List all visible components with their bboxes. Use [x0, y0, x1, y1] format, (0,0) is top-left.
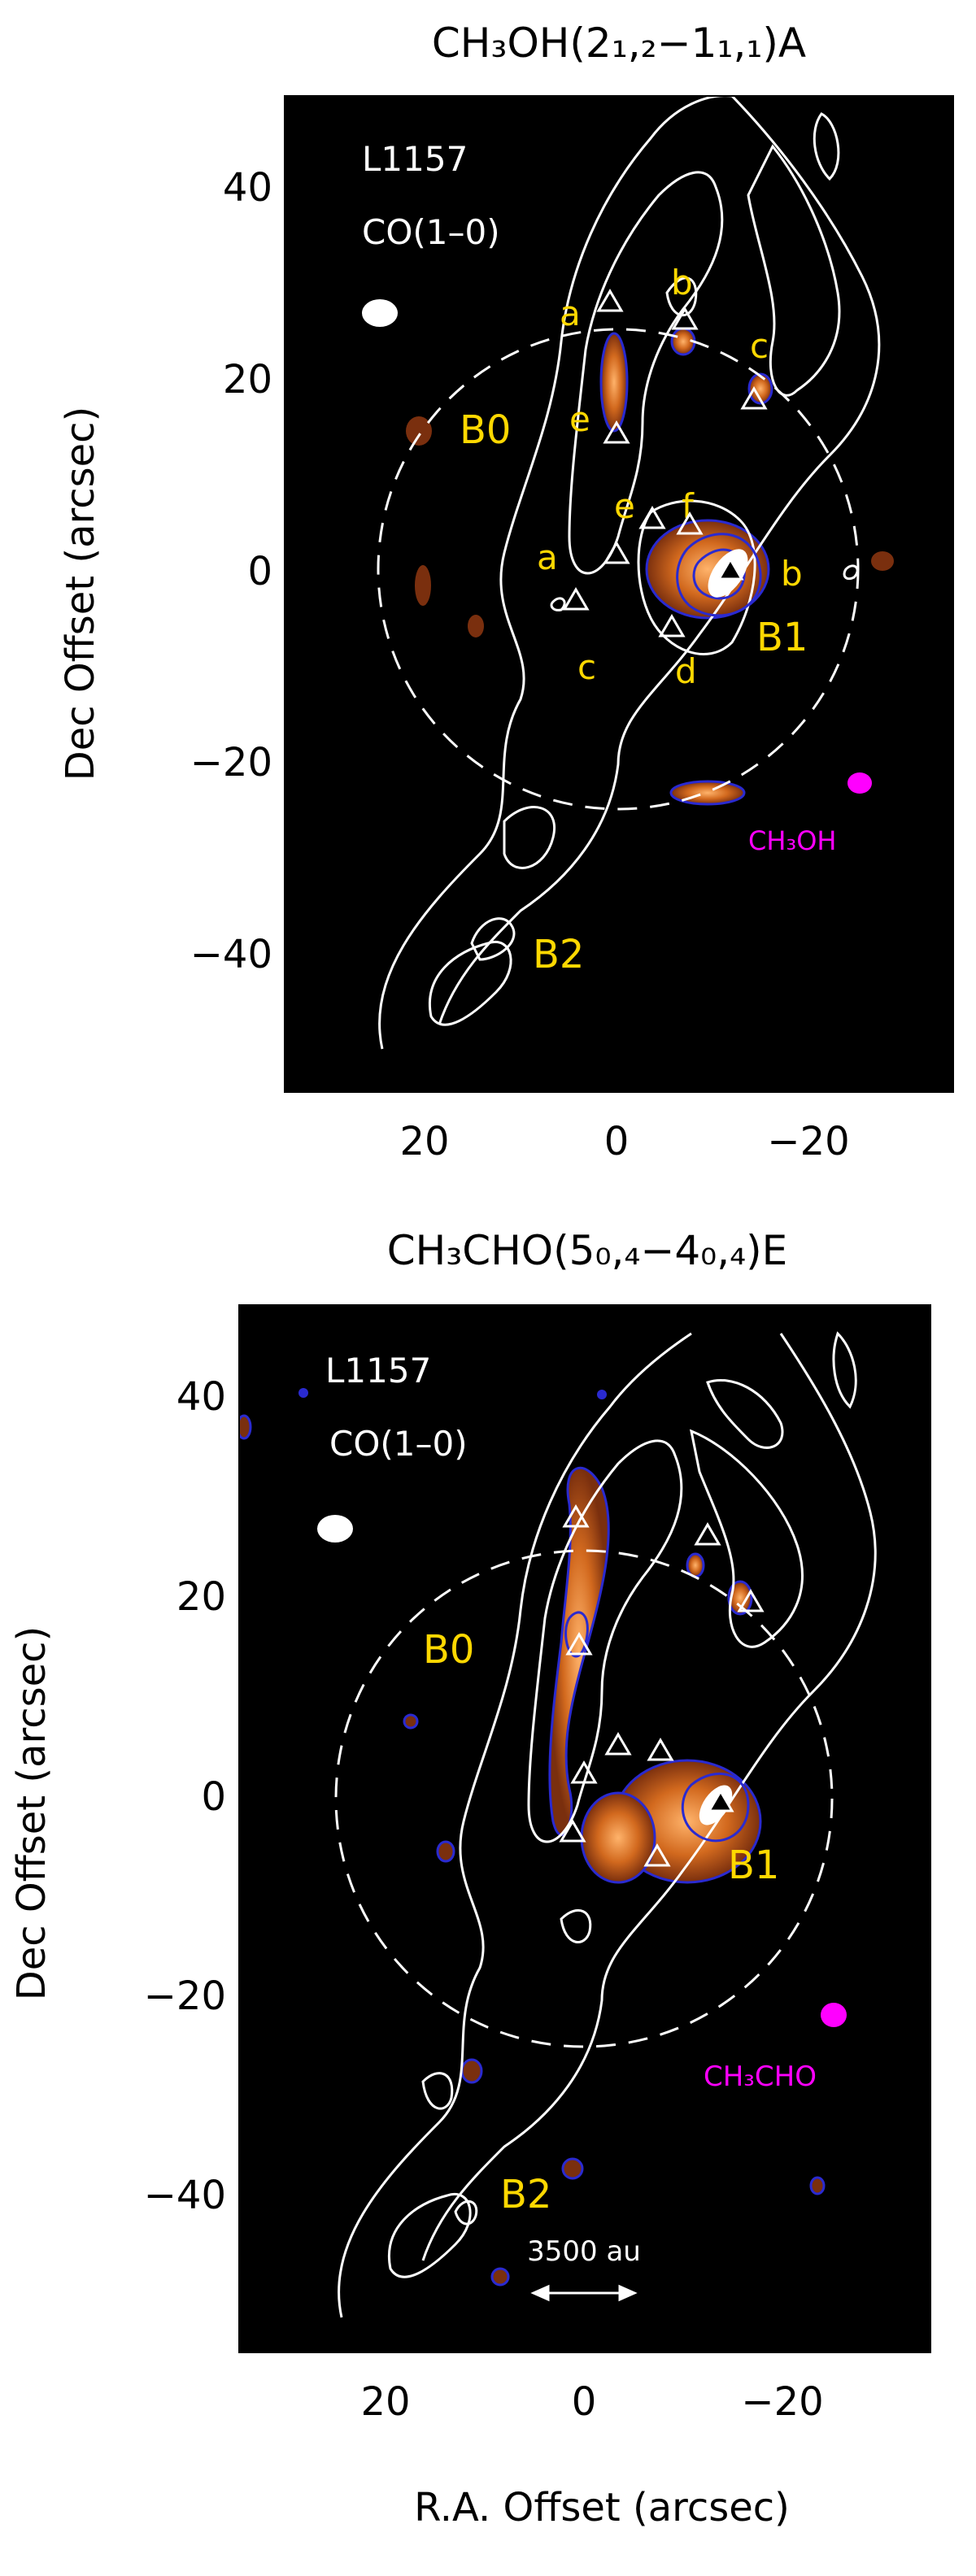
panel-1-emission	[406, 327, 894, 806]
panel-1-source-label: L1157	[362, 139, 468, 179]
panel-2-title: CH₃CHO(5₀,₄−4₀,₄)E	[387, 1227, 788, 1274]
panel-1-region-b0: B0	[460, 407, 511, 453]
panel-1-line-label: CH₃OH	[748, 825, 836, 856]
panel-1-ytick-20: 20	[223, 357, 272, 402]
panel-2-ytick-0: 0	[201, 1774, 226, 1820]
panel-1-knot-b1: b	[671, 263, 693, 302]
panel-2-ticks	[239, 1396, 783, 2352]
panel-2-source-label: L1157	[325, 1351, 431, 1390]
panel-2-xtick-0: 0	[572, 2379, 597, 2425]
panel-1-map	[285, 96, 953, 1092]
panel-1-title: CH₃OH(2₁,₂−1₁,₁)A	[432, 20, 806, 67]
panel-2-line-beam	[821, 2003, 847, 2027]
panel-1-region-b2: B2	[533, 932, 584, 977]
panel-1-y-axis-label: Dec Offset (arcsec)	[58, 407, 103, 781]
panel-1-tracer-label: CO(1–0)	[362, 212, 500, 252]
panel-2-line-label: CH₃CHO	[704, 2060, 817, 2093]
panel-methanol: CH₃OH(2₁,₂−1₁,₁)A	[58, 20, 954, 1164]
panel-2-line-contours	[564, 1611, 750, 1843]
panel-2-tracer-label: CO(1–0)	[329, 1424, 468, 1464]
panel-2-ytick-40: 40	[176, 1374, 226, 1420]
panel-1-xtick-0: 0	[604, 1119, 630, 1164]
panel-1-knot-e1: e	[569, 399, 590, 439]
panel-1-primary-beam	[377, 328, 860, 811]
panel-1-co-contours	[378, 96, 881, 1050]
panel-1-ytick-m40: −40	[190, 932, 272, 977]
panel-1-co-beam	[362, 299, 398, 327]
panel-1-knot-d: d	[675, 651, 697, 691]
panel-1-knot-a2: a	[537, 537, 558, 577]
panel-2-xtick-m20: −20	[741, 2379, 823, 2425]
panel-1-ytick-40: 40	[223, 165, 272, 211]
panel-1-knot-c1: c	[750, 326, 769, 366]
panel-2-ytick-m40: −40	[144, 2173, 226, 2218]
panel-2-region-b1: B1	[728, 1843, 779, 1888]
panel-1-knot-c2: c	[577, 647, 596, 687]
panel-1-ticks	[285, 187, 809, 1092]
panel-1-line-contours	[676, 533, 762, 617]
panel-2-xtick-20: 20	[360, 2379, 410, 2425]
panel-2-co-contours	[338, 1331, 877, 2318]
panel-2-region-b2: B2	[500, 2172, 551, 2217]
x-axis-label: R.A. Offset (arcsec)	[414, 2485, 790, 2530]
panel-1-ytick-m20: −20	[190, 740, 272, 785]
panel-1-region-b1: B1	[756, 615, 808, 660]
panel-2-ytick-20: 20	[176, 1574, 226, 1620]
panel-1-knot-b2: b	[781, 554, 803, 594]
panel-2-scale-bar	[530, 2284, 638, 2302]
panel-1-knot-a1: a	[560, 294, 581, 333]
panel-2-ytick-m20: −20	[144, 1973, 226, 2019]
panel-2-primary-beam	[334, 1549, 834, 2048]
panel-acetaldehyde: CH₃CHO(5₀,₄−4₀,₄)E	[9, 1227, 931, 2530]
panel-2-region-b0: B0	[423, 1627, 474, 1673]
panel-1-xtick-m20: −20	[767, 1119, 849, 1164]
panel-1-ytick-0: 0	[247, 549, 272, 594]
panel-2-markers	[559, 1504, 765, 1867]
panel-2-co-beam	[317, 1515, 353, 1543]
panel-1-line-beam	[847, 772, 872, 794]
panel-1-knot-e2: e	[614, 486, 635, 526]
panel-2-y-axis-label: Dec Offset (arcsec)	[9, 1626, 54, 2000]
panel-2-scale-label: 3500 au	[527, 2235, 641, 2268]
panel-1-xtick-20: 20	[399, 1119, 449, 1164]
panel-1-markers	[562, 289, 768, 637]
